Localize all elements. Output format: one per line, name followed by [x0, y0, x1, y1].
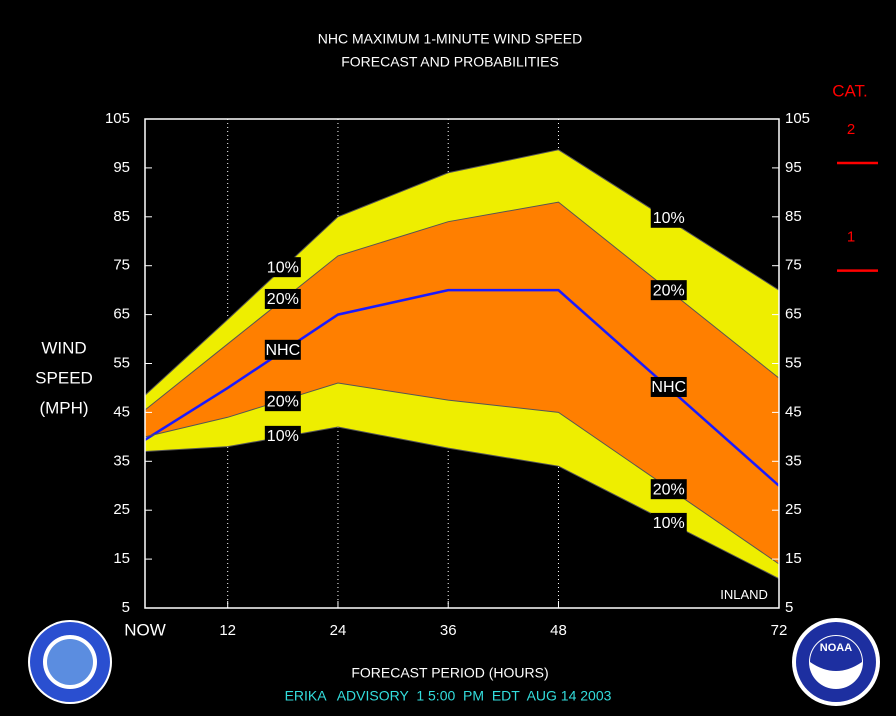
annotation: 10%	[267, 428, 299, 445]
annotation-box	[264, 339, 301, 360]
annotation-box	[650, 207, 687, 228]
x-tick-label: 72	[771, 622, 788, 639]
footer: ERIKA ADVISORY 1 5:00 PM EDT AUG 14 2003	[285, 688, 612, 704]
annotation-box	[264, 391, 301, 412]
y-tick-label: 85	[785, 208, 802, 225]
band-edge	[144, 149, 780, 396]
category-label: 2	[847, 121, 855, 138]
y-tick-label: 25	[113, 501, 130, 518]
annotation: 20%	[653, 282, 685, 299]
y-tick-label: 85	[113, 208, 130, 225]
annotation-box	[264, 257, 301, 278]
y-axis-label: (MPH)	[39, 398, 88, 417]
noaa-logo: NOAA	[792, 618, 880, 706]
y-tick-label: 35	[785, 452, 802, 469]
logo-bird	[810, 636, 862, 671]
annotation: 10%	[267, 259, 299, 276]
annotation: NHC	[651, 379, 686, 396]
annotation: NHC	[265, 342, 300, 359]
y-tick-label: 55	[785, 354, 802, 371]
y-tick-label: 35	[113, 452, 130, 469]
logo-text: NOAA	[820, 642, 852, 654]
x-axis-label: FORECAST PERIOD (HOURS)	[351, 665, 548, 681]
y-tick-label: 105	[105, 110, 130, 127]
x-tick-label: 12	[219, 622, 236, 639]
y-axis-label: WIND	[41, 338, 86, 357]
category-label: 1	[847, 229, 855, 246]
annotation-box	[650, 479, 687, 500]
annotation: INLAND	[720, 587, 768, 602]
band-edge	[144, 201, 780, 411]
annotation-box	[264, 288, 301, 309]
y-tick-label: 15	[785, 550, 802, 567]
annotation: 20%	[267, 291, 299, 308]
annotation-box	[650, 376, 687, 397]
annotation-box	[650, 280, 687, 301]
chart-subtitle: FORECAST AND PROBABILITIES	[341, 54, 559, 70]
annotation: 10%	[653, 210, 685, 227]
annotation-box	[650, 512, 687, 533]
y-tick-label: 45	[785, 403, 802, 420]
x-tick-label: 36	[440, 622, 457, 639]
x-tick-label: 24	[330, 622, 347, 639]
annotation: 10%	[653, 515, 685, 532]
y-tick-label: 95	[785, 159, 802, 176]
x-tick-label: NOW	[124, 620, 166, 639]
y-tick-label: 45	[113, 403, 130, 420]
annotation: 20%	[267, 393, 299, 410]
y-tick-label: 65	[113, 306, 130, 323]
band-edge	[144, 426, 780, 580]
y-tick-label: 5	[785, 599, 793, 616]
forecast-line	[144, 288, 780, 487]
y-tick-label: 65	[785, 306, 802, 323]
inner-band	[145, 202, 779, 564]
band-edge	[144, 382, 780, 565]
y-tick-label: 95	[113, 159, 130, 176]
y-tick-label: 75	[785, 257, 802, 274]
logo-sky	[47, 639, 93, 685]
nws-logo	[28, 620, 112, 704]
y-tick-label: 105	[785, 110, 810, 127]
x-tick-label: 48	[550, 622, 567, 639]
chart-title: NHC MAXIMUM 1-MINUTE WIND SPEED	[318, 31, 582, 47]
annotation-box	[264, 425, 301, 446]
y-tick-label: 55	[113, 354, 130, 371]
y-tick-label: 5	[122, 599, 130, 616]
y-tick-label: 75	[113, 257, 130, 274]
y-tick-label: 15	[113, 550, 130, 567]
y-axis-label: SPEED	[35, 368, 93, 387]
y-tick-label: 25	[785, 501, 802, 518]
annotation: 20%	[653, 481, 685, 498]
category-title: CAT.	[832, 81, 868, 100]
